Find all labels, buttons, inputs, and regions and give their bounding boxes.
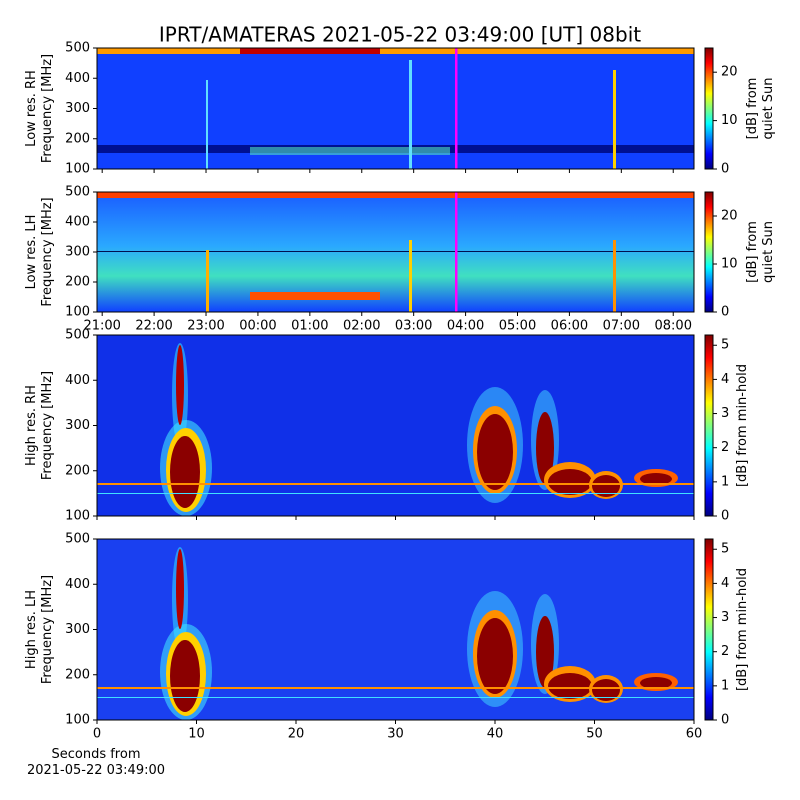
y-tick-label: 400 — [65, 577, 90, 592]
y-axis-label: Low res. RHFrequency [MHz] — [24, 54, 55, 163]
colorbar-label-line: quiet Sun — [761, 221, 776, 283]
y-tick-label: 500 — [65, 532, 90, 547]
colorbar-label-line: [dB] from min-hold — [735, 364, 750, 487]
x-axis-label-line: 2021-05-22 03:49:00 — [27, 763, 165, 778]
colorbar-tick-label: 0 — [721, 305, 729, 320]
y-axis-label: Low res. LHFrequency [MHz] — [24, 197, 55, 306]
y-tick-label: 100 — [65, 305, 90, 320]
colorbar-tick-label: 3 — [721, 406, 729, 421]
colorbar-tick-label: 0 — [721, 162, 729, 177]
colorbar-tick-label: 20 — [721, 209, 738, 224]
colorbar-label-line: [dB] from — [745, 78, 760, 140]
colorbar-tick-label: 0 — [721, 713, 729, 728]
colorbar-tick-label: 10 — [721, 113, 738, 128]
colorbar-tick-label: 2 — [721, 440, 729, 455]
x-tick-label: 21:00 — [83, 319, 120, 334]
y-axis-label-line: High res. LH — [24, 590, 39, 669]
spectrogram-images — [97, 48, 694, 720]
y-tick-label: 100 — [65, 713, 90, 728]
x-tick-label: 20 — [288, 727, 305, 742]
colorbar-label-line: [dB] from — [745, 221, 760, 283]
x-tick-label: 03:00 — [395, 319, 432, 334]
x-tick-label: 23:00 — [187, 319, 224, 334]
colorbar-tick-label: 4 — [721, 372, 729, 387]
y-tick-label: 200 — [65, 667, 90, 682]
colorbar-label: [dB] fromquiet Sun — [745, 77, 776, 139]
y-tick-label: 200 — [65, 275, 90, 290]
colorbar-label-line: [dB] from min-hold — [735, 568, 750, 691]
y-tick-label: 400 — [65, 215, 90, 230]
y-tick-label: 500 — [65, 328, 90, 343]
x-tick-label: 22:00 — [135, 319, 172, 334]
colorbar-tick-label: 0 — [721, 509, 729, 524]
y-tick-label: 300 — [65, 101, 90, 116]
x-tick-label: 00:00 — [239, 319, 276, 334]
y-tick-label: 500 — [65, 41, 90, 56]
x-tick-label: 40 — [487, 727, 504, 742]
y-axis-label-line: Frequency [MHz] — [40, 371, 55, 480]
x-tick-label: 01:00 — [291, 319, 328, 334]
colorbar — [704, 538, 714, 721]
x-tick-label: 50 — [586, 727, 603, 742]
y-axis-label-line: Low res. LH — [24, 215, 39, 290]
colorbar-tick-label: 5 — [721, 338, 729, 353]
colorbar-tick-label: 20 — [721, 65, 738, 80]
colorbar — [704, 191, 714, 313]
y-axis-label-line: Frequency [MHz] — [40, 197, 55, 306]
y-tick-label: 400 — [65, 373, 90, 388]
y-tick-label: 100 — [65, 162, 90, 177]
colorbar-tick-label: 1 — [721, 678, 729, 693]
y-tick-label: 300 — [65, 245, 90, 260]
x-tick-label: 06:00 — [551, 319, 588, 334]
y-tick-label: 300 — [65, 622, 90, 637]
y-tick-label: 400 — [65, 71, 90, 86]
x-tick-label: 07:00 — [603, 319, 640, 334]
colorbar-tick-label: 2 — [721, 644, 729, 659]
colorbar-tick-label: 10 — [721, 257, 738, 272]
x-axis-label: Seconds from 2021-05-22 03:49:00 — [27, 747, 165, 778]
x-tick-label: 04:00 — [447, 319, 484, 334]
y-axis-label-line: Frequency [MHz] — [40, 575, 55, 684]
colorbar-label: [dB] fromquiet Sun — [745, 221, 776, 283]
y-tick-label: 300 — [65, 418, 90, 433]
colorbar-tick-label: 4 — [721, 576, 729, 591]
x-tick-label: 05:00 — [499, 319, 536, 334]
y-axis-label-line: High res. RH — [24, 385, 39, 466]
colorbar-tick-label: 1 — [721, 474, 729, 489]
y-tick-label: 500 — [65, 185, 90, 200]
x-tick-label: 0 — [93, 727, 101, 742]
y-axis-label: High res. RHFrequency [MHz] — [24, 371, 55, 480]
y-tick-label: 200 — [65, 131, 90, 146]
chart-title: IPRT/AMATERAS 2021-05-22 03:49:00 [UT] 0… — [159, 23, 641, 47]
y-axis-label: High res. LHFrequency [MHz] — [24, 575, 55, 684]
y-tick-label: 200 — [65, 463, 90, 478]
y-tick-label: 100 — [65, 509, 90, 524]
colorbar-tick-label: 5 — [721, 542, 729, 557]
colorbar-label: [dB] from min-hold — [735, 568, 750, 691]
y-axis-label-line: Low res. RH — [24, 70, 39, 147]
x-axis-label-line: Seconds from — [51, 747, 140, 762]
x-tick-label: 30 — [387, 727, 404, 742]
x-tick-label: 10 — [188, 727, 205, 742]
colorbar — [704, 334, 714, 517]
x-tick-label: 60 — [686, 727, 703, 742]
colorbar-label: [dB] from min-hold — [735, 364, 750, 487]
x-tick-label: 08:00 — [655, 319, 692, 334]
colorbar — [704, 47, 714, 170]
y-axis-label-line: Frequency [MHz] — [40, 54, 55, 163]
x-tick-label: 02:00 — [343, 319, 380, 334]
colorbar-label-line: quiet Sun — [761, 77, 776, 139]
colorbar-tick-label: 3 — [721, 610, 729, 625]
